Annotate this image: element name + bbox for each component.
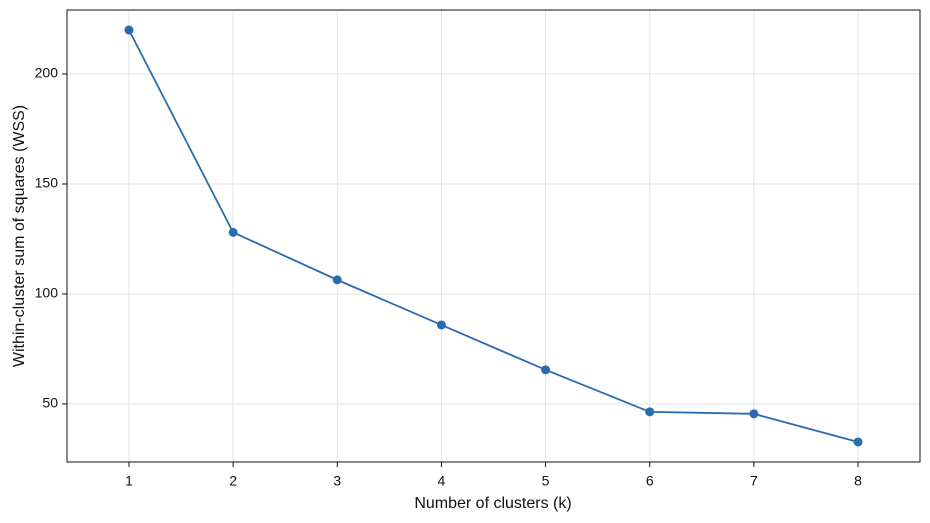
point (332, 275, 342, 285)
y-tick-label: 100 (35, 285, 59, 301)
y-tick-label: 150 (35, 175, 59, 191)
x-tick-label: 5 (542, 473, 550, 489)
x-tick-label: 2 (229, 473, 237, 489)
x-tick-label: 7 (750, 473, 758, 489)
y-tick-label: 50 (42, 395, 58, 411)
x-axis-label: Number of clusters (k) (414, 495, 571, 512)
point (228, 227, 238, 237)
point (749, 409, 759, 419)
point (541, 365, 551, 375)
plot-frame (66, 9, 921, 463)
point (645, 407, 655, 417)
x-tick-label: 4 (438, 473, 446, 489)
point (436, 320, 446, 330)
x-tick-label: 1 (125, 473, 133, 489)
y-axis-label: Within-cluster sum of squares (WSS) (11, 105, 28, 367)
y-tick-label: 200 (35, 65, 59, 81)
line (128, 29, 859, 443)
point (124, 25, 134, 35)
point (853, 437, 863, 447)
x-tick-label: 6 (646, 473, 654, 489)
x-tick-label: 8 (854, 473, 862, 489)
x-tick-label: 3 (333, 473, 341, 489)
